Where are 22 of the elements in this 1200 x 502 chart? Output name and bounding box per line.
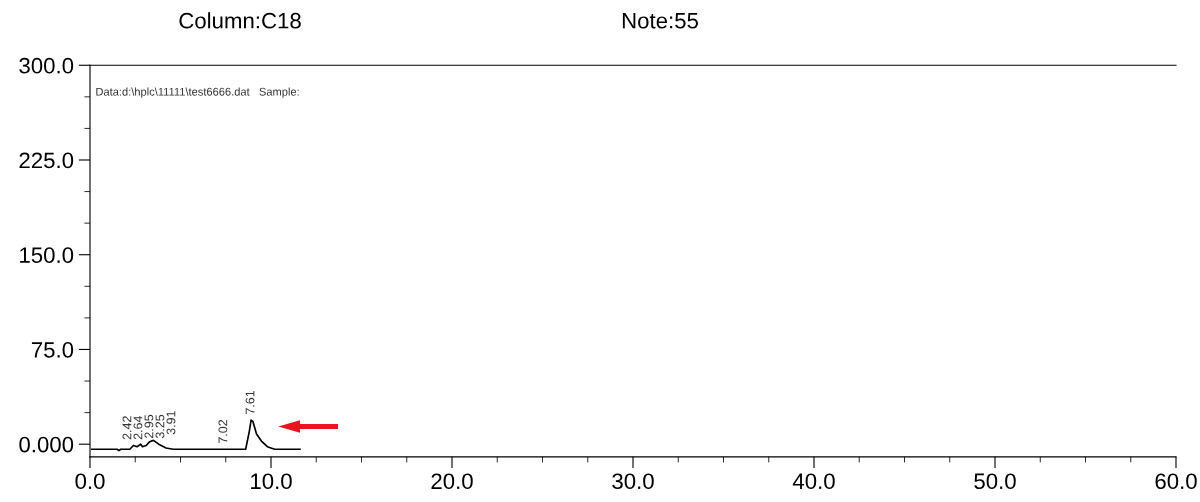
annotation: 2.42 [122,416,132,440]
x-tick-label: 40.0 [792,473,835,490]
x-tick-label: 20.0 [431,473,473,490]
annotation: 3.91 [166,411,176,435]
y-tick-label: 150.0 [20,247,74,263]
annotation: 3.25 [155,414,165,439]
annotation: 7.61 [245,390,255,414]
x-tick-label: 10.0 [251,473,292,490]
y-tick-label: 300.0 [19,57,74,74]
y-tick-label: 75.0 [31,341,74,358]
annotation: 7.02 [218,419,228,444]
chart-title: Column:C18 [179,12,301,29]
annotation: 2.64 [133,415,143,440]
annotation: 2.95 [144,414,154,438]
y-tick-label: 225.0 [19,152,74,169]
x-tick-label: 0.0 [75,473,105,490]
annotation: Data:d:\hplc\11111\test6666.dat Sample: [96,87,299,98]
x-tick-label: 30.0 [612,473,654,490]
chart-subtitle: Note:55 [622,13,698,29]
x-tick-label: 60.0 [1155,473,1197,490]
x-tick-label: 50.0 [974,473,1016,490]
y-tick-label: 0.000 [19,436,74,453]
